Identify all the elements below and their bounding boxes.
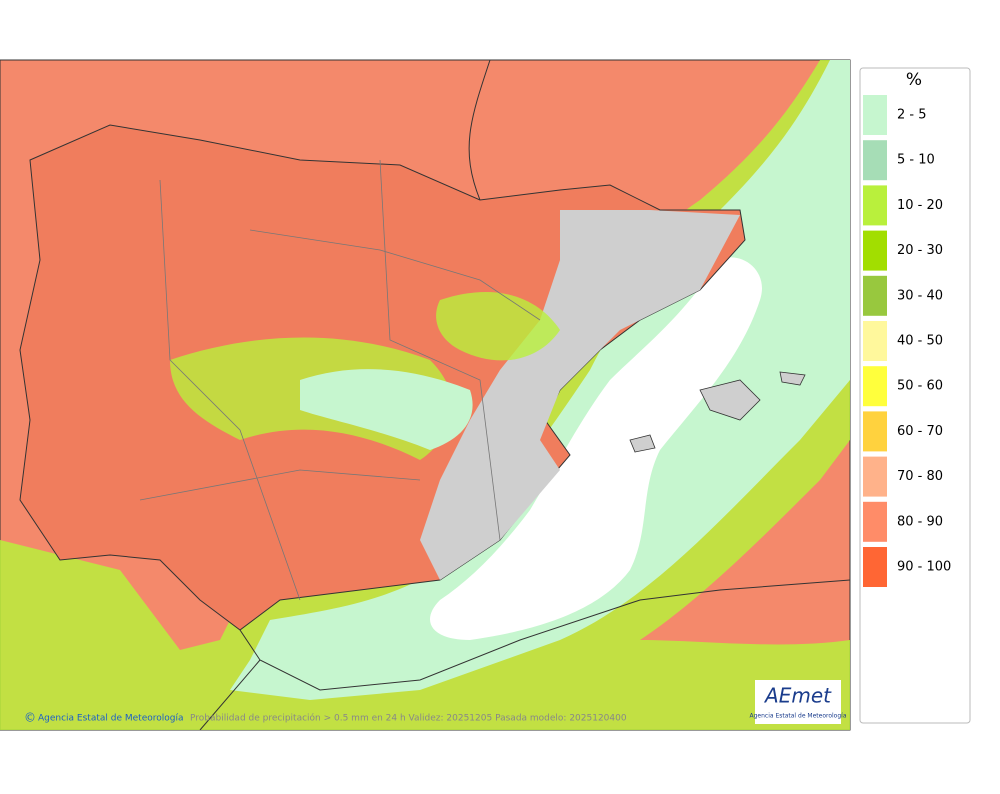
- provinces: [139, 159, 541, 601]
- map: © Agencia Estatal de Meteorología Probab…: [0, 59, 851, 731]
- band: [436, 291, 560, 361]
- legend-swatch: [863, 185, 887, 226]
- caption: Probabilidad de precipitación > 0.5 mm e…: [190, 713, 627, 724]
- credit: Agencia Estatal de Meteorología: [38, 714, 184, 724]
- legend-label: 90 - 100: [897, 560, 951, 575]
- legend-label: 60 - 70: [897, 424, 943, 439]
- logo-box: [755, 680, 841, 724]
- coastline: [239, 579, 851, 691]
- logo: AEmet: [763, 684, 832, 708]
- logo-subtitle: Agencia Estatal de Meteorología: [750, 713, 847, 720]
- dry-east: [420, 210, 740, 580]
- band: [230, 60, 850, 700]
- legend-box: [859, 67, 971, 724]
- legend-label: 10 - 20: [897, 198, 943, 213]
- border: [468, 59, 491, 201]
- copyright-mark: ©: [24, 711, 36, 725]
- legend-swatch: [863, 411, 887, 452]
- legend-swatch: [863, 501, 887, 542]
- legend-label: 5 - 10: [897, 153, 935, 168]
- legend-title: %: [906, 70, 922, 90]
- legend-label: 30 - 40: [897, 288, 943, 303]
- legend-label: 20 - 30: [897, 243, 943, 258]
- sea-dry: [430, 257, 762, 640]
- legend-swatch: [863, 547, 887, 587]
- legend-label: 80 - 90: [897, 514, 943, 529]
- legend-swatch: [863, 366, 887, 407]
- island: [779, 371, 806, 386]
- legend-label: 50 - 60: [897, 379, 943, 394]
- legend-swatch: [863, 95, 887, 135]
- legend-label: 40 - 50: [897, 334, 943, 349]
- legend-label: 70 - 80: [897, 469, 943, 484]
- legend-swatch: [863, 321, 887, 361]
- legend-label: 2 - 5: [897, 108, 927, 123]
- band: [300, 369, 473, 450]
- coastline: [199, 659, 261, 731]
- legend-swatch: [863, 230, 887, 271]
- legend-swatch: [863, 456, 887, 497]
- legend-swatch: [863, 140, 887, 181]
- island: [699, 379, 761, 421]
- legend: % 2 - 5 5 - 10 10 - 20 20 - 30 30 - 40 40 - 5…: [859, 67, 971, 724]
- island: [629, 434, 656, 453]
- legend-swatch: [863, 275, 887, 316]
